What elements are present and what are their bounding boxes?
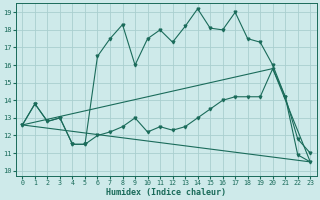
X-axis label: Humidex (Indice chaleur): Humidex (Indice chaleur) xyxy=(106,188,226,197)
